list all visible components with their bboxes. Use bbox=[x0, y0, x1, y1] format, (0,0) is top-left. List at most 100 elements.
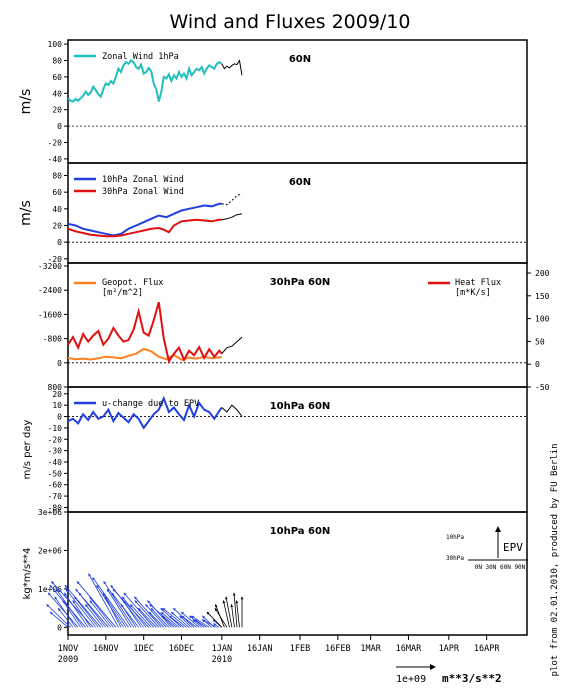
y-tick-label: 0 bbox=[57, 413, 62, 422]
epv-vector bbox=[201, 619, 217, 628]
epv-arrowhead bbox=[65, 588, 69, 592]
panel-2: 80 60 40 20 0 -20 m/s 60N 10hPa Zonal Wind 30hPa … bbox=[18, 162, 528, 264]
epv-vector bbox=[233, 592, 238, 628]
epv-arrowhead bbox=[145, 604, 149, 608]
panel-frame bbox=[67, 511, 528, 636]
credit-text: plot from 02.01.2010, produced by FU Ber… bbox=[550, 444, 560, 677]
epv-vector bbox=[50, 580, 94, 628]
epv-arrowhead bbox=[122, 596, 125, 600]
epv-vector bbox=[103, 580, 134, 628]
epv-vector bbox=[73, 596, 99, 628]
series-line-forecast bbox=[221, 404, 243, 417]
reference-vector-label: 1e+09 bbox=[396, 674, 426, 685]
y-tick-label: 100 bbox=[48, 40, 63, 49]
epv-arrowhead bbox=[110, 585, 114, 588]
epv-arrowhead bbox=[92, 577, 96, 581]
epv-vector bbox=[134, 596, 162, 628]
y-tick-label: 60 bbox=[52, 73, 62, 82]
epv-vector bbox=[206, 611, 223, 628]
epv-vector bbox=[106, 588, 132, 628]
x-tick-label: 16DEC bbox=[169, 644, 195, 654]
reference-vector-units: m**3/s**2 bbox=[442, 672, 502, 685]
y-tick-label: -40 bbox=[48, 458, 63, 467]
epv-vector bbox=[180, 611, 200, 628]
y-axis-label: m/s bbox=[18, 89, 34, 115]
epv-arrowhead bbox=[64, 585, 68, 588]
epv-vector bbox=[88, 573, 119, 628]
reference-arrowhead bbox=[430, 664, 436, 670]
epv-vector bbox=[89, 596, 114, 628]
legend-label-heat: [m*K/s] bbox=[455, 288, 491, 298]
epv-arrowhead bbox=[123, 592, 127, 596]
x-tick-label: 16FEB bbox=[325, 644, 351, 654]
x-axis: 1NOV 16NOV 1DEC 16DEC 1JAN 16JAN 1FEB 16FEB 1MAR… bbox=[58, 635, 500, 665]
epv-arrowhead bbox=[162, 608, 166, 611]
epv-vector bbox=[75, 588, 109, 628]
epv-vector bbox=[170, 611, 190, 628]
x-tick-label: 16NOV bbox=[93, 644, 119, 654]
epv-vector bbox=[92, 577, 129, 628]
epv-vector bbox=[49, 584, 86, 628]
epv-vector bbox=[137, 607, 157, 628]
epv-vector bbox=[181, 615, 197, 628]
epv-vector bbox=[191, 615, 210, 628]
epv-vector bbox=[161, 615, 175, 628]
y-tick-label: -3200 bbox=[38, 262, 62, 271]
panel-3: -3200 -2400 -1600 -800 0 800 200 150 100 50 0 -50 30… bbox=[38, 262, 550, 392]
series-line-forecast bbox=[221, 336, 243, 355]
series-line-30hpa-zonal-wind bbox=[67, 218, 222, 238]
epv-arrowhead bbox=[64, 592, 67, 596]
x-tick-label: 1NOV bbox=[58, 644, 78, 654]
epv-arrowhead bbox=[56, 588, 59, 592]
epv-vector bbox=[168, 615, 185, 628]
epv-arrowhead bbox=[171, 611, 174, 615]
legend-label: u-change due to EPV bbox=[102, 399, 199, 409]
y-tick-label: 40 bbox=[52, 89, 62, 98]
x-year-label: 2010 bbox=[212, 655, 232, 665]
y-tick-label-right: 150 bbox=[535, 292, 550, 301]
epv-arrowhead bbox=[112, 588, 116, 592]
epv-arrowhead bbox=[230, 604, 234, 607]
legend-label-geopot: [m²/m^2] bbox=[102, 288, 143, 298]
y-tick-label: -20 bbox=[48, 435, 63, 444]
epv-vector bbox=[72, 600, 92, 628]
inset-title: EPV bbox=[503, 541, 523, 554]
epv-vector bbox=[214, 607, 228, 628]
epv-vector bbox=[225, 596, 233, 628]
epv-arrowhead bbox=[181, 611, 185, 615]
y-tick-label: -80 bbox=[48, 503, 63, 512]
epv-vector bbox=[63, 592, 89, 628]
y-tick-label: 800 bbox=[48, 383, 63, 392]
y-tick-label: -50 bbox=[48, 469, 63, 478]
epv-vector bbox=[236, 600, 240, 628]
series-line-10hpa-zonal-wind bbox=[67, 202, 222, 237]
series-line-10hpa-forecast bbox=[221, 193, 243, 206]
epv-arrowhead bbox=[148, 611, 152, 615]
epv-arrowhead bbox=[194, 619, 198, 623]
epv-arrowhead bbox=[232, 592, 236, 596]
epv-arrowhead bbox=[46, 604, 50, 608]
x-tick-label: 1APR bbox=[439, 644, 460, 654]
epv-arrowhead bbox=[149, 604, 153, 608]
epv-vector bbox=[111, 592, 139, 628]
y-tick-label: -60 bbox=[48, 481, 63, 490]
legend-label: Zonal Wind 1hPa bbox=[102, 52, 179, 62]
epv-arrowhead bbox=[107, 588, 110, 592]
epv-vector bbox=[49, 611, 69, 628]
figure-title: Wind and Fluxes 2009/10 bbox=[169, 11, 410, 33]
epv-arrowhead bbox=[191, 615, 195, 619]
epv-arrowhead bbox=[169, 615, 172, 619]
panel-4: 20 10 0 -10 -20 -30 -40 -50 -60 -70 -80 m/s per day… bbox=[22, 386, 528, 513]
epv-arrowhead bbox=[173, 608, 176, 611]
epv-arrowhead bbox=[130, 604, 134, 608]
epv-arrowhead bbox=[206, 611, 210, 615]
epv-arrowhead bbox=[150, 608, 154, 611]
y-tick-label: 60 bbox=[52, 188, 62, 197]
epv-arrowhead bbox=[134, 596, 138, 600]
y-axis-label: kg*m/s**4 bbox=[22, 548, 33, 600]
epv-arrowhead bbox=[160, 608, 164, 611]
y-tick-label: -70 bbox=[48, 492, 63, 501]
x-year-label: 2009 bbox=[58, 655, 78, 665]
y-tick-label: 0 bbox=[57, 359, 62, 368]
